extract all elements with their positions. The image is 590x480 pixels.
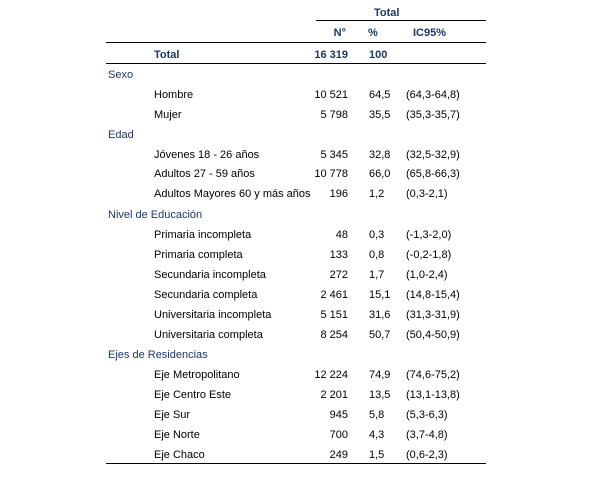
col-header-n: N° <box>333 27 346 39</box>
row-label: Hombre <box>154 89 194 101</box>
row-pct: 32,8 <box>369 149 391 161</box>
row-ic: (35,3-35,7) <box>406 109 460 121</box>
row-pct: 0,8 <box>369 249 385 261</box>
row-pct: 1,2 <box>369 188 385 200</box>
row-ic: (-1,3-2,0) <box>406 229 452 241</box>
row-ic: (13,1-13,8) <box>406 389 460 401</box>
row-n: 48 <box>335 229 348 241</box>
row-n: 5 798 <box>320 109 348 121</box>
bottom-rule <box>106 463 486 464</box>
row-n: 5 345 <box>320 149 348 161</box>
row-ic: (3,7-4,8) <box>406 429 448 441</box>
row-n: 700 <box>329 429 348 441</box>
row-ic: (65,8-66,3) <box>406 168 460 180</box>
col-header-ic: IC95% <box>413 27 447 39</box>
row-label: Universitaria incompleta <box>154 309 272 321</box>
row-n: 10 521 <box>314 89 348 101</box>
row-pct: 1,7 <box>369 269 385 281</box>
row-ic: (0,3-2,1) <box>406 188 448 200</box>
row-ic: (1,0-2,4) <box>406 269 448 281</box>
row-n: 249 <box>329 449 348 461</box>
row-pct: 5,8 <box>369 409 385 421</box>
header-group-label: Total <box>374 7 400 19</box>
total-label: Total <box>154 49 180 61</box>
row-label: Mujer <box>154 109 182 121</box>
row-ic: (32,5-32,9) <box>406 149 460 161</box>
row-n: 2 461 <box>320 289 348 301</box>
row-pct: 4,3 <box>369 429 385 441</box>
section-title-sexo: Sexo <box>108 69 134 81</box>
row-label: Eje Chaco <box>154 449 205 461</box>
row-pct: 50,7 <box>369 329 391 341</box>
section-title-edad: Edad <box>108 129 134 141</box>
total-n: 16 319 <box>314 49 348 61</box>
row-pct: 13,5 <box>369 389 391 401</box>
row-n: 2 201 <box>320 389 348 401</box>
row-n: 196 <box>329 188 348 200</box>
row-n: 133 <box>329 249 348 261</box>
row-label: Secundaria completa <box>154 289 258 301</box>
row-pct: 74,9 <box>369 369 391 381</box>
row-ic: (14,8-15,4) <box>406 289 460 301</box>
total-rule <box>106 63 486 64</box>
row-label: Primaria incompleta <box>154 229 252 241</box>
section-title-educacion: Nivel de Educación <box>108 209 203 221</box>
row-ic: (0,6-2,3) <box>406 449 448 461</box>
row-ic: (64,3-64,8) <box>406 89 460 101</box>
row-pct: 66,0 <box>369 168 391 180</box>
row-n: 945 <box>329 409 348 421</box>
row-label: Eje Norte <box>154 429 200 441</box>
row-label: Universitaria completa <box>154 329 263 341</box>
row-ic: (50,4-50,9) <box>406 329 460 341</box>
section-title-ejes: Ejes de Residencias <box>108 349 208 361</box>
row-label: Secundaria incompleta <box>154 269 266 281</box>
row-ic: (31,3-31,9) <box>406 309 460 321</box>
row-label: Primaria completa <box>154 249 243 261</box>
row-ic: (-0,2-1,8) <box>406 249 452 261</box>
row-n: 12 224 <box>314 369 348 381</box>
row-n: 8 254 <box>320 329 348 341</box>
row-pct: 35,5 <box>369 109 391 121</box>
col-header-pct: % <box>368 27 378 39</box>
row-n: 5 151 <box>320 309 348 321</box>
row-ic: (74,6-75,2) <box>406 369 460 381</box>
row-n: 272 <box>329 269 348 281</box>
row-label: Eje Metropolitano <box>154 369 240 381</box>
row-pct: 0,3 <box>369 229 385 241</box>
header-group-underline <box>316 20 486 21</box>
row-pct: 64,5 <box>369 89 391 101</box>
total-pct: 100 <box>369 49 388 61</box>
row-label: Adultos Mayores 60 y más años <box>154 188 311 200</box>
row-pct: 31,6 <box>369 309 391 321</box>
row-pct: 1,5 <box>369 449 385 461</box>
row-label: Jóvenes 18 - 26 años <box>154 149 260 161</box>
row-label: Adultos 27 - 59 años <box>154 168 255 180</box>
row-n: 10 778 <box>314 168 348 180</box>
row-ic: (5,3-6,3) <box>406 409 448 421</box>
header-rule <box>106 42 486 43</box>
row-label: Eje Centro Este <box>154 389 232 401</box>
row-label: Eje Sur <box>154 409 191 421</box>
row-pct: 15,1 <box>369 289 391 301</box>
